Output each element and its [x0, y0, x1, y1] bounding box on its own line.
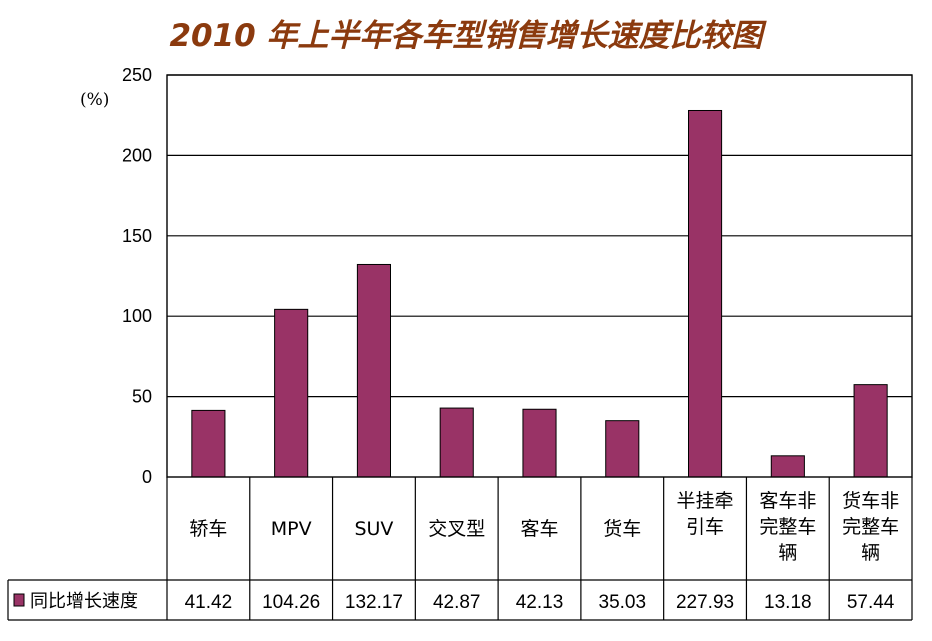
bar	[356, 263, 391, 478]
category-label: 货车	[603, 518, 641, 540]
y-tick-label: 150	[122, 226, 152, 246]
bar	[853, 384, 888, 478]
bar	[522, 408, 557, 478]
bar	[770, 455, 805, 478]
value-label: 41.42	[185, 592, 233, 613]
chart-title: 2010 年上半年各车型销售增长速度比较图	[169, 18, 763, 54]
value-label: 57.44	[847, 592, 895, 613]
y-tick-label: 50	[132, 387, 152, 407]
value-label: 42.87	[433, 592, 481, 613]
category-label: 辆	[778, 542, 797, 564]
value-label: 35.03	[599, 592, 647, 613]
y-axis-ticks: 0 50 100 150 200 250	[122, 65, 152, 487]
category-label: 引车	[686, 516, 724, 538]
category-label: 完整车	[759, 516, 816, 538]
legend-swatch	[13, 593, 25, 607]
category-label: 半挂牵	[677, 490, 734, 512]
bar	[439, 407, 474, 478]
bar	[191, 409, 226, 478]
category-label: 货车非	[842, 490, 899, 512]
category-label: 客车	[520, 518, 558, 540]
value-label: 42.13	[516, 592, 564, 613]
bars	[191, 109, 888, 478]
bar	[605, 420, 640, 478]
y-tick-label: 0	[142, 467, 152, 487]
category-label: 辆	[861, 542, 880, 564]
category-label: 客车非	[759, 490, 816, 512]
plot-frame	[7, 74, 913, 621]
category-label: 完整车	[842, 516, 899, 538]
y-tick-label: 250	[122, 65, 152, 85]
bar	[688, 109, 723, 478]
category-label: 交叉型	[428, 518, 485, 540]
bar	[274, 308, 309, 478]
plot-border	[166, 74, 913, 478]
y-tick-label: 100	[122, 306, 152, 326]
category-label: MPV	[271, 518, 312, 540]
value-label: 104.26	[262, 592, 320, 613]
y-axis-unit-label: (%)	[80, 90, 110, 110]
value-label: 13.18	[764, 592, 812, 613]
legend-label: 同比增长速度	[30, 591, 138, 612]
value-label: 132.17	[345, 592, 403, 613]
value-label: 227.93	[676, 592, 734, 613]
y-tick-label: 200	[122, 145, 152, 165]
category-label: 轿车	[189, 518, 227, 540]
category-label: SUV	[354, 518, 393, 540]
data-table: 同比增长速度 41.42 104.26 132.17 42.87 42.13 35.03 22…	[13, 591, 895, 613]
